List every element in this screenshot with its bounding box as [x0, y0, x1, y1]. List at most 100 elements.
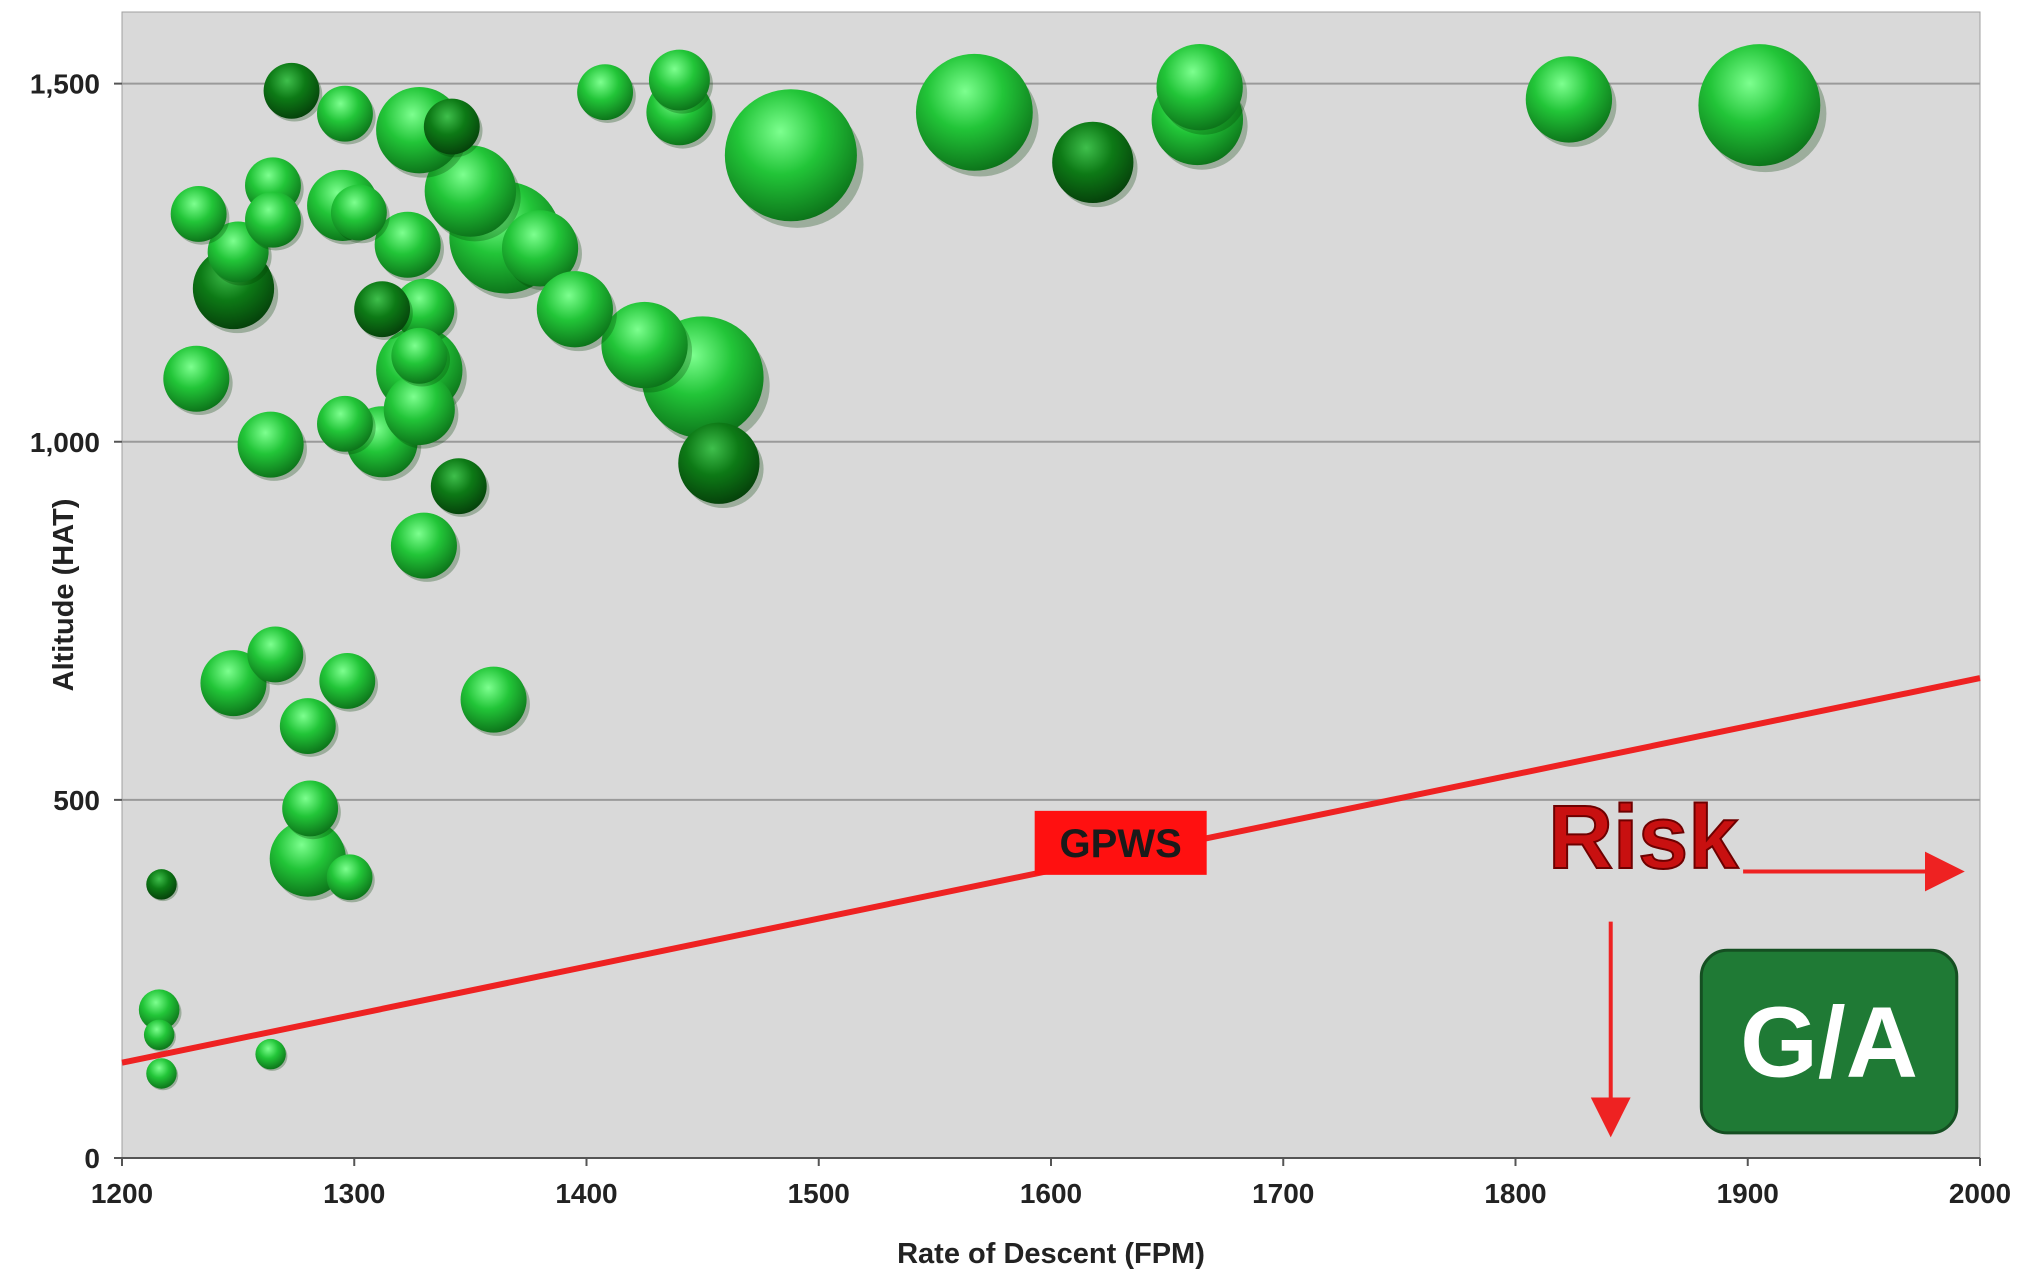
gpws-label-box	[1034, 810, 1207, 875]
bubble-4	[255, 1038, 288, 1071]
x-tick-label-3: 1500	[788, 1178, 850, 1209]
bubble-46	[724, 89, 864, 228]
bubble-50	[1156, 44, 1248, 135]
x-axis-ticks: 1200 1300 1400 1500 1600 1700 1800 1900 2000	[91, 1157, 2011, 1209]
bubble-13	[247, 626, 307, 686]
x-tick-label-0: 1200	[91, 1178, 153, 1209]
y-tick-label-2: 1,000	[30, 427, 100, 458]
bubble-body-38	[536, 271, 613, 348]
bubble-6	[170, 186, 230, 245]
bubble-body-5	[163, 345, 230, 412]
bubble-5	[163, 345, 233, 416]
bubble-31	[501, 210, 582, 291]
x-tick-label-1: 1300	[323, 1178, 385, 1209]
ga-label: G/A	[1740, 987, 1918, 1099]
bubble-body-23	[326, 854, 373, 901]
bubble-44	[678, 422, 764, 508]
bubble-body-18	[330, 184, 387, 241]
bubble-11	[237, 411, 307, 481]
bubble-14	[279, 698, 339, 757]
x-tick-label-2: 1400	[555, 1178, 617, 1209]
bubble-body-16	[317, 85, 373, 142]
bubble-body-14	[279, 698, 336, 755]
bubble-body-52	[1698, 44, 1821, 167]
bubble-body-44	[678, 422, 760, 504]
bubble-body-46	[724, 89, 857, 222]
bubble-body-2	[143, 1019, 175, 1051]
bubble-body-51	[1525, 56, 1613, 143]
bubble-body-19	[317, 395, 373, 452]
risk-label: Risk	[1548, 788, 1739, 888]
bubble-0	[146, 869, 179, 902]
x-tick-label-5: 1700	[1252, 1178, 1314, 1209]
bubble-15	[263, 62, 323, 122]
bubble-35	[383, 373, 459, 449]
bubble-body-50	[1156, 44, 1243, 131]
bubble-body-13	[247, 626, 304, 683]
bubble-body-29	[424, 145, 517, 237]
bubble-40	[648, 49, 713, 114]
bubble-27	[423, 98, 483, 158]
bubble-10	[245, 191, 304, 251]
bubble-body-40	[648, 49, 710, 111]
bubble-body-4	[255, 1038, 286, 1070]
bubble-29	[424, 145, 521, 242]
bubble-body-0	[146, 869, 177, 900]
y-tick-label-1: 500	[53, 785, 100, 816]
bubble-body-11	[237, 411, 304, 478]
x-tick-label-8: 2000	[1949, 1178, 2011, 1209]
bubble-19	[317, 395, 376, 455]
bubble-body-24	[282, 780, 339, 837]
bubble-body-34	[391, 327, 448, 384]
bubble-38	[536, 271, 617, 352]
y-axis-ticks: 0 500 1,000 1,500	[30, 69, 122, 1174]
bubble-body-12	[200, 650, 267, 717]
bubble-16	[317, 85, 376, 145]
bubble-body-1	[138, 989, 180, 1031]
y-tick-label-3: 1,500	[30, 69, 100, 100]
bubble-24	[282, 780, 341, 840]
bubble-body-37	[390, 512, 457, 579]
bubble-3	[146, 1058, 179, 1091]
bubble-36	[430, 458, 490, 517]
bubble-body-45	[460, 666, 527, 733]
x-tick-label-4: 1600	[1020, 1178, 1082, 1209]
y-axis-label: Altitude (HAT)	[48, 499, 80, 692]
bubble-body-36	[430, 458, 487, 515]
bubble-body-35	[383, 373, 455, 446]
bubble-body-27	[423, 98, 480, 155]
bubble-22	[319, 653, 379, 712]
bubble-18	[330, 184, 390, 244]
bubble-body-6	[170, 186, 227, 242]
bubble-body-39	[577, 64, 634, 121]
bubbles-layer	[138, 44, 1827, 1091]
bubble-20	[354, 281, 413, 340]
y-tick-label-0: 0	[84, 1143, 100, 1174]
bubble-32	[393, 278, 458, 343]
bubble-37	[390, 512, 461, 582]
bubble-48	[1052, 121, 1138, 208]
bubble-28	[374, 211, 444, 282]
bubble-34	[391, 327, 451, 387]
bubble-52	[1698, 44, 1827, 173]
ga-box	[1699, 948, 1959, 1135]
bubble-12	[200, 650, 270, 720]
bubble-body-42	[601, 301, 688, 389]
bubble-body-28	[374, 211, 441, 278]
bubble-42	[601, 301, 693, 393]
x-tick-label-7: 1900	[1717, 1178, 1779, 1209]
bubble-body-10	[245, 191, 301, 248]
gpws-label: GPWS	[1060, 822, 1182, 866]
x-tick-label-6: 1800	[1484, 1178, 1546, 1209]
bubble-body-48	[1052, 121, 1134, 204]
bubble-body-31	[501, 210, 579, 287]
bubble-47	[915, 53, 1039, 177]
bubble-45	[460, 666, 530, 736]
bubble-body-20	[354, 281, 411, 338]
bubble-51	[1525, 56, 1617, 147]
bubble-39	[577, 64, 636, 123]
bubble-body-47	[915, 53, 1033, 171]
bubble-23	[326, 854, 375, 903]
